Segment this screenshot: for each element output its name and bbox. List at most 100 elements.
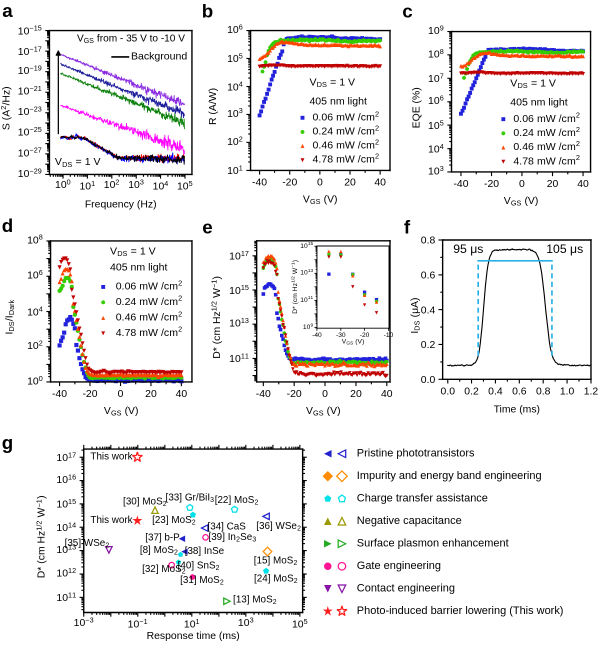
svg-text:1011: 1011 [300,295,313,304]
svg-text:100: 100 [27,374,43,388]
svg-text:1015: 1015 [56,497,76,511]
svg-text:1017: 1017 [229,249,249,263]
svg-text:405 nm light: 405 nm light [309,95,367,107]
svg-text:10−23: 10−23 [18,105,42,119]
svg-text:0.2: 0.2 [421,340,436,351]
svg-text:-40: -40 [453,179,468,190]
svg-text:Background: Background [131,51,187,63]
svg-text:Surface plasmon enhancement: Surface plasmon enhancement [357,538,509,550]
svg-text:0.4: 0.4 [488,386,503,397]
svg-text:-20: -20 [82,389,97,400]
svg-text:20: 20 [547,179,559,190]
svg-text:R(A/W): R(A/W) [208,88,219,125]
svg-text:This work: This work [90,452,132,463]
svg-text:Gate engineering: Gate engineering [357,560,441,572]
svg-text:103: 103 [428,164,444,178]
svg-text:100: 100 [55,177,71,191]
svg-text:c: c [402,0,412,21]
svg-text:1013: 1013 [300,268,313,277]
svg-text:1012: 1012 [56,566,76,580]
svg-text:20: 20 [145,389,157,400]
svg-text:1.2: 1.2 [584,386,599,397]
svg-text:103: 103 [128,177,144,191]
svg-text:0.0: 0.0 [441,386,456,397]
svg-text:107: 107 [428,71,444,85]
svg-text:V(V)GS: V (V)GS [342,338,364,346]
svg-text:405 nm light: 405 nm light [110,262,168,274]
svg-text:0: 0 [519,179,525,190]
svg-text:108: 108 [428,47,444,61]
svg-text:[22]MoS2: [22] MoS2 [215,495,259,507]
svg-text:105: 105 [177,179,193,193]
svg-text:Negative capacitance: Negative capacitance [357,515,462,527]
svg-text:20: 20 [350,389,362,400]
svg-text:1017: 1017 [56,450,76,464]
svg-text:20: 20 [344,177,356,188]
svg-text:-40: -40 [312,332,322,339]
svg-text:I(μA)DS: I(μA)DS [410,298,422,334]
svg-text:0: 0 [118,389,124,400]
svg-text:[8]MoS2: [8] MoS2 [140,545,178,557]
svg-text:Photo-induced barrier lowering: Photo-induced barrier lowering (This wor… [357,605,564,617]
svg-text:105: 105 [428,118,444,132]
svg-text:10−3: 10−3 [74,615,94,629]
svg-text:Impurity and energy band engin: Impurity and energy band engineering [357,470,542,482]
svg-text:-20: -20 [282,177,297,188]
svg-text:0.4: 0.4 [421,305,436,316]
svg-text:V(V)GS: V (V)GS [303,194,338,206]
svg-text:0: 0 [317,177,323,188]
svg-text:101: 101 [227,164,243,178]
svg-text:1013: 1013 [229,316,249,330]
svg-text:40: 40 [381,389,393,400]
svg-text:104: 104 [428,142,444,156]
svg-text:40: 40 [176,389,188,400]
svg-text:1014: 1014 [56,520,76,534]
svg-text:104: 104 [153,179,169,193]
svg-text:Pristine phototransistors: Pristine phototransistors [357,448,475,460]
svg-text:Frequency (Hz): Frequency (Hz) [85,200,157,211]
svg-text:102: 102 [227,134,243,148]
svg-text:D*(cmHzW)1/2−1: D*(cmHzW)1/2−1 [210,276,223,359]
svg-text:[40]SnS2: [40] SnS2 [178,560,220,572]
svg-text:V(V)GS: V (V)GS [306,406,341,418]
svg-text:[37] b-P: [37] b-P [145,533,180,544]
svg-text:-40: -40 [252,177,267,188]
svg-text:-20: -20 [360,332,370,339]
svg-text:[35]WSe2: [35] WSe2 [65,538,110,550]
svg-text:[32]MoS2: [32] MoS2 [142,564,186,576]
svg-text:a: a [2,0,13,21]
svg-text:d: d [2,215,13,236]
svg-text:1015: 1015 [229,283,249,297]
svg-text:V(V)GS: V (V)GS [504,196,539,208]
svg-text:104: 104 [27,305,43,319]
svg-text:105: 105 [292,617,308,631]
svg-text:-40: -40 [52,389,67,400]
svg-text:10−1: 10−1 [128,617,148,631]
svg-text:105 μs: 105 μs [546,242,583,256]
svg-text:0.6: 0.6 [512,386,527,397]
svg-text:0: 0 [322,389,328,400]
svg-text:0.8: 0.8 [536,386,551,397]
svg-text:101: 101 [79,179,95,193]
svg-text:This work: This work [90,515,132,526]
svg-text:103: 103 [238,615,254,629]
svg-text:10−19: 10−19 [18,63,42,77]
svg-text:109: 109 [428,23,444,37]
svg-text:1015: 1015 [300,241,313,250]
